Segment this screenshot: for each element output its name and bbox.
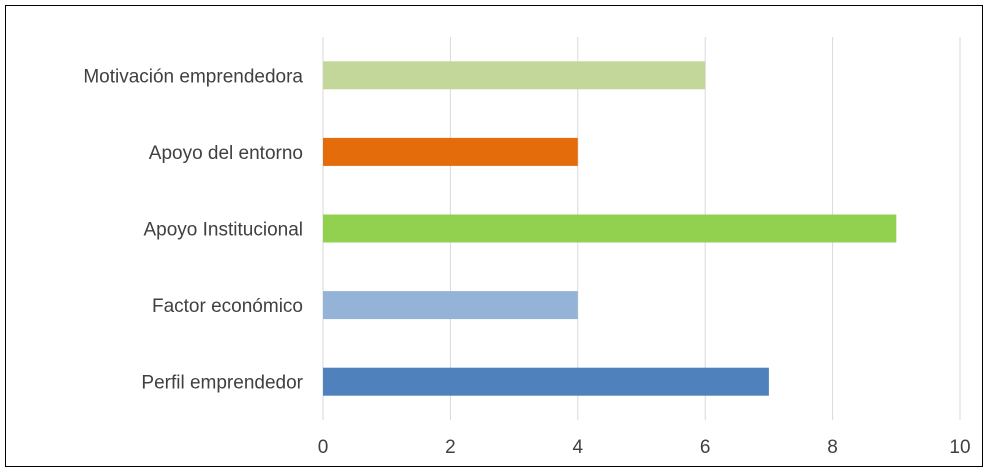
x-tick-label: 2 xyxy=(445,437,456,458)
category-label: Factor económico xyxy=(152,296,303,317)
x-tick-label: 0 xyxy=(318,437,329,458)
bar xyxy=(323,367,769,396)
bar xyxy=(323,61,706,90)
x-tick-labels: 0 2 4 6 8 10 xyxy=(318,437,971,458)
category-label: Apoyo del entorno xyxy=(149,143,303,164)
x-tick-label: 6 xyxy=(700,437,711,458)
bar xyxy=(323,291,578,320)
bars xyxy=(323,61,897,396)
bar xyxy=(323,214,897,243)
category-label: Motivación emprendedora xyxy=(83,66,303,87)
x-tick-label: 10 xyxy=(949,437,970,458)
category-label: Apoyo Institucional xyxy=(144,220,304,241)
x-tick-label: 8 xyxy=(827,437,838,458)
bar xyxy=(323,137,578,166)
category-labels: Motivación emprendedora Apoyo del entorno… xyxy=(83,66,303,393)
category-label: Perfil emprendedor xyxy=(141,373,303,394)
x-tick-label: 4 xyxy=(573,437,584,458)
